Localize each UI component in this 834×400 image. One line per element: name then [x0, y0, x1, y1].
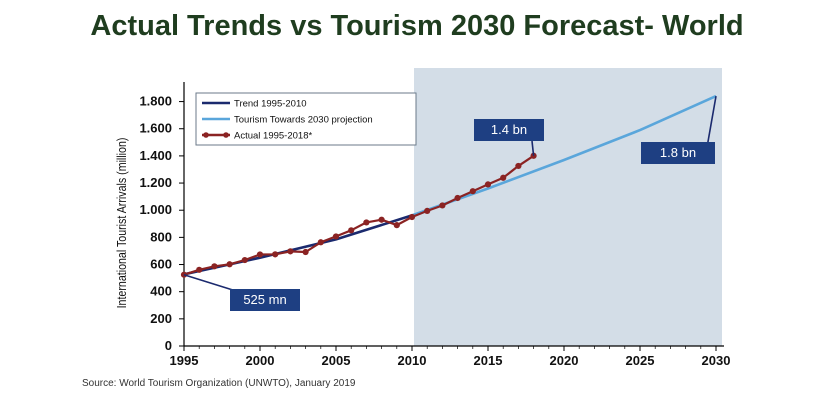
- y-tick-label: 1.600: [139, 121, 172, 136]
- series-point: [424, 207, 431, 214]
- x-tick-label: 2020: [550, 353, 579, 368]
- callout-box: [230, 289, 300, 311]
- y-tick-label: 1.800: [139, 94, 172, 109]
- series-point: [317, 239, 324, 246]
- series-point: [302, 248, 309, 256]
- y-tick-label: 1.000: [139, 202, 172, 217]
- y-tick-label: 0: [165, 338, 172, 353]
- legend-box: [195, 92, 417, 146]
- series-point: [272, 251, 279, 258]
- series-point: [439, 202, 446, 209]
- callout-label: 1.8 bn: [660, 145, 696, 160]
- x-tick-label: 1995: [170, 353, 199, 368]
- callout-leader: [531, 140, 535, 156]
- callout-leader: [183, 273, 237, 292]
- series-point: [515, 162, 522, 170]
- source-note: Source: World Tourism Organization (UNWT…: [82, 378, 356, 389]
- series-point: [469, 188, 476, 195]
- series-point: [500, 174, 507, 181]
- series-point: [211, 263, 218, 270]
- x-tick-label: 2005: [322, 353, 351, 368]
- series-point: [287, 248, 294, 255]
- series-point: [256, 251, 264, 258]
- y-tick-label: 200: [150, 311, 172, 326]
- y-tick-label: 600: [150, 257, 172, 272]
- callout-box: [474, 119, 544, 141]
- series-point: [226, 261, 233, 268]
- series-point: [332, 233, 340, 240]
- series-point: [378, 216, 385, 223]
- series-line: [411, 94, 717, 217]
- series-point: [348, 227, 355, 234]
- series-point: [363, 219, 370, 226]
- series-point: [408, 213, 416, 221]
- series-point: [393, 222, 400, 229]
- chart-title: Actual Trends vs Tourism 2030 Forecast- …: [90, 10, 744, 42]
- x-tick-label: 2010: [398, 353, 427, 368]
- forecast-region: [414, 68, 722, 346]
- legend-label: Actual 1995-2018*: [234, 131, 312, 142]
- y-tick-label: 800: [150, 229, 172, 244]
- series-point: [241, 256, 248, 264]
- x-tick-label: 2030: [702, 353, 731, 368]
- callout-box: [641, 142, 715, 164]
- series-point: [454, 194, 461, 202]
- x-tick-label: 2000: [246, 353, 275, 368]
- legend-marker: [223, 132, 229, 138]
- x-tick-label: 2025: [626, 353, 655, 368]
- x-tick-label: 2015: [474, 353, 503, 368]
- y-tick-label: 1.200: [139, 175, 172, 190]
- y-tick-label: 400: [150, 284, 172, 299]
- y-tick-label: 1.400: [139, 148, 172, 163]
- legend-marker: [203, 132, 209, 138]
- legend-label: Trend 1995-2010: [234, 99, 307, 110]
- legend-label: Tourism Towards 2030 projection: [234, 115, 373, 126]
- callout-label: 525 mn: [243, 292, 286, 307]
- callout-label: 1.4 bn: [491, 122, 527, 137]
- series-point: [196, 266, 203, 273]
- y-axis-label: International Tourist Arrivals (million): [114, 138, 129, 309]
- series-point: [484, 181, 492, 188]
